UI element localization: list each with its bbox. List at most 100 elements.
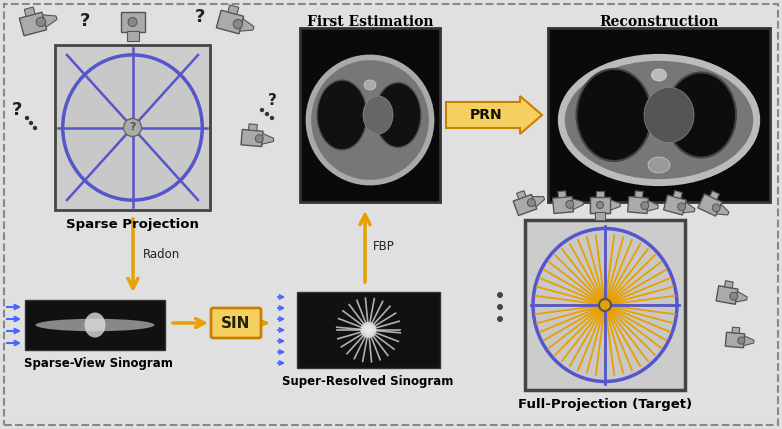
Circle shape <box>603 201 611 209</box>
Circle shape <box>497 292 503 298</box>
Text: FBP: FBP <box>373 241 395 254</box>
Ellipse shape <box>364 80 376 90</box>
Polygon shape <box>241 130 263 147</box>
FancyBboxPatch shape <box>127 30 138 40</box>
Text: Full-Projection (Target): Full-Projection (Target) <box>518 398 692 411</box>
Text: ?: ? <box>129 123 136 133</box>
Circle shape <box>260 108 264 112</box>
Bar <box>525 220 685 390</box>
Polygon shape <box>513 194 536 215</box>
Polygon shape <box>732 327 740 333</box>
Polygon shape <box>228 5 239 15</box>
Polygon shape <box>558 191 566 198</box>
FancyBboxPatch shape <box>120 12 145 32</box>
Polygon shape <box>724 281 734 288</box>
Polygon shape <box>262 133 274 144</box>
Polygon shape <box>710 191 719 199</box>
Polygon shape <box>572 199 583 209</box>
Ellipse shape <box>84 312 106 338</box>
Circle shape <box>233 19 242 29</box>
Ellipse shape <box>648 157 670 173</box>
FancyBboxPatch shape <box>590 197 610 213</box>
Polygon shape <box>716 204 729 215</box>
Ellipse shape <box>375 82 421 148</box>
Circle shape <box>712 204 720 212</box>
Circle shape <box>566 200 574 208</box>
Polygon shape <box>610 199 620 210</box>
Polygon shape <box>217 10 244 34</box>
Polygon shape <box>20 12 47 36</box>
Polygon shape <box>590 197 610 213</box>
Ellipse shape <box>363 96 393 134</box>
Polygon shape <box>736 291 748 302</box>
Polygon shape <box>596 191 604 197</box>
Ellipse shape <box>666 73 736 157</box>
Text: PRN: PRN <box>470 108 502 122</box>
Polygon shape <box>517 190 526 199</box>
Polygon shape <box>716 286 738 304</box>
Polygon shape <box>635 191 643 198</box>
Polygon shape <box>533 196 544 207</box>
Ellipse shape <box>644 88 694 142</box>
Circle shape <box>527 199 536 207</box>
Circle shape <box>265 112 269 116</box>
Circle shape <box>640 202 649 209</box>
Ellipse shape <box>308 57 432 183</box>
Text: ?: ? <box>80 12 90 30</box>
Ellipse shape <box>63 55 203 200</box>
Polygon shape <box>24 7 35 16</box>
Circle shape <box>730 292 737 300</box>
Polygon shape <box>249 124 257 131</box>
Circle shape <box>737 337 745 344</box>
Polygon shape <box>43 15 57 27</box>
Circle shape <box>497 316 503 322</box>
FancyBboxPatch shape <box>211 308 261 338</box>
Bar <box>300 28 440 202</box>
Circle shape <box>599 299 611 311</box>
Ellipse shape <box>651 69 666 81</box>
Circle shape <box>678 203 686 211</box>
Polygon shape <box>726 332 744 348</box>
Ellipse shape <box>561 57 757 183</box>
Text: Sparse Projection: Sparse Projection <box>66 218 199 231</box>
Polygon shape <box>664 195 687 215</box>
Circle shape <box>270 116 274 120</box>
Circle shape <box>124 118 142 136</box>
FancyArrow shape <box>446 96 542 134</box>
FancyBboxPatch shape <box>595 211 605 220</box>
Text: ?: ? <box>12 101 22 119</box>
Circle shape <box>25 116 29 120</box>
Ellipse shape <box>35 319 155 331</box>
Text: First Estimation: First Estimation <box>307 15 433 29</box>
Bar <box>297 292 440 368</box>
Bar <box>25 300 165 350</box>
FancyBboxPatch shape <box>55 45 210 210</box>
Text: Super-Resolved Sinogram: Super-Resolved Sinogram <box>282 375 454 388</box>
Text: ?: ? <box>267 93 277 108</box>
Ellipse shape <box>533 229 677 381</box>
Circle shape <box>497 304 503 310</box>
Polygon shape <box>239 19 254 31</box>
Text: Sparse-View Sinogram: Sparse-View Sinogram <box>24 357 173 370</box>
Circle shape <box>597 201 604 208</box>
Text: SIN: SIN <box>221 315 251 330</box>
Text: ?: ? <box>195 8 205 26</box>
Text: Reconstruction: Reconstruction <box>599 15 719 29</box>
Polygon shape <box>628 196 648 214</box>
Polygon shape <box>673 190 683 199</box>
Circle shape <box>29 121 33 125</box>
Polygon shape <box>698 194 722 216</box>
Polygon shape <box>683 202 695 213</box>
Polygon shape <box>553 196 573 214</box>
Ellipse shape <box>317 80 367 150</box>
Circle shape <box>128 18 137 27</box>
Bar <box>548 28 770 202</box>
Ellipse shape <box>576 69 651 161</box>
Circle shape <box>361 322 376 338</box>
Polygon shape <box>744 336 754 346</box>
Text: Radon: Radon <box>143 248 180 262</box>
Polygon shape <box>647 200 658 211</box>
Circle shape <box>36 17 45 27</box>
Circle shape <box>33 126 38 130</box>
Circle shape <box>255 135 264 142</box>
